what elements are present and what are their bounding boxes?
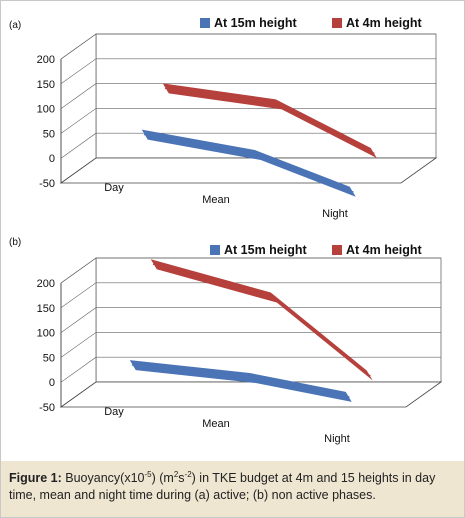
data-point-0-1-1 bbox=[277, 103, 280, 106]
gridline-0-3 bbox=[60, 108, 436, 134]
y-tick-label-0-0: 200 bbox=[37, 54, 55, 66]
legend-swatch-0-1 bbox=[332, 18, 342, 28]
y-tick-label-0-5: -50 bbox=[39, 178, 55, 190]
data-point-0-0-0 bbox=[143, 133, 146, 136]
y-tick-label-1-3: 50 bbox=[43, 352, 55, 364]
caption-sup-1: -5 bbox=[144, 470, 152, 479]
x-tick-label-0-0: Day bbox=[104, 182, 124, 194]
data-point-1-1-2 bbox=[368, 374, 371, 377]
gridline-1-0 bbox=[60, 257, 441, 284]
legend-label-0-0: At 15m height bbox=[214, 16, 297, 30]
x-tick-label-0-2: Night bbox=[322, 208, 348, 220]
y-tick-label-1-1: 150 bbox=[37, 303, 55, 315]
caption-label: Figure 1: bbox=[9, 471, 62, 486]
y-tick-label-1-2: 100 bbox=[37, 328, 55, 340]
data-point-0-0-2 bbox=[351, 190, 354, 193]
legend-label-1-0: At 15m height bbox=[224, 243, 307, 257]
gridline-1-4 bbox=[60, 356, 441, 383]
side-wall-0 bbox=[60, 33, 97, 184]
series-ribbon-0-1 bbox=[162, 83, 377, 158]
panel-label-1: (b) bbox=[9, 237, 21, 248]
legend-swatch-0-0 bbox=[200, 18, 210, 28]
y-tick-label-1-4: 0 bbox=[49, 377, 55, 389]
legend-label-1-1: At 4m height bbox=[346, 243, 423, 257]
data-point-0-1-0 bbox=[164, 87, 167, 90]
side-wall-1 bbox=[60, 257, 97, 408]
chart-panel-b: (b) 200 150 100 50 0 -50 Day Mean Night At 15m hei… bbox=[9, 237, 443, 445]
gridline-1-3 bbox=[60, 332, 441, 358]
gridline-0-1 bbox=[60, 58, 436, 85]
caption-text-1: Buoyancy(x10 bbox=[61, 471, 145, 486]
floor-1 bbox=[59, 381, 443, 408]
legend-swatch-1-1 bbox=[332, 245, 342, 255]
back-wall-0 bbox=[95, 33, 437, 159]
y-tick-label-0-3: 50 bbox=[43, 128, 55, 140]
floor-0 bbox=[59, 157, 438, 184]
y-tick-label-0-4: 0 bbox=[49, 153, 55, 165]
x-tick-label-0-1: Mean bbox=[202, 194, 230, 206]
caption-text-4: ) in TKE budget at 4m and 15 heights in … bbox=[9, 471, 436, 503]
y-tick-label-0-1: 150 bbox=[37, 79, 55, 91]
caption-sup-3: -2 bbox=[184, 470, 192, 479]
data-point-0-1-2 bbox=[372, 152, 375, 154]
figure-caption: Figure 1: Buoyancy(x10-5) (m2s-2) in TKE… bbox=[1, 461, 464, 517]
x-tick-label-1-1: Mean bbox=[202, 418, 230, 430]
legend-swatch-1-0 bbox=[210, 245, 220, 255]
gridline-0-4 bbox=[60, 132, 436, 159]
series-ribbon-1-1 bbox=[150, 259, 373, 381]
y-tick-label-1-5: -50 bbox=[39, 402, 55, 414]
series-ribbon-0-0 bbox=[141, 129, 356, 197]
gridline-1-2 bbox=[60, 307, 441, 333]
data-point-1-1-1 bbox=[272, 296, 275, 299]
y-tick-label-1-0: 200 bbox=[37, 278, 55, 290]
panel-label-0: (a) bbox=[9, 20, 21, 31]
data-point-0-0-1 bbox=[256, 154, 259, 156]
gridline-0-2 bbox=[60, 83, 436, 109]
gridline-1-1 bbox=[60, 282, 441, 309]
x-tick-label-1-2: Night bbox=[324, 433, 350, 445]
caption-sup-2: 2 bbox=[173, 470, 179, 479]
legend-label-0-1: At 4m height bbox=[346, 16, 423, 30]
data-point-1-0-2 bbox=[347, 396, 350, 398]
data-point-1-1-0 bbox=[152, 263, 155, 266]
series-ribbon-1-0 bbox=[129, 360, 352, 402]
y-tick-label-0-2: 100 bbox=[37, 104, 55, 116]
data-point-1-0-0 bbox=[131, 364, 134, 366]
caption-text-2: ) (m bbox=[151, 471, 174, 486]
x-tick-label-1-0: Day bbox=[104, 406, 124, 418]
gridline-0-0 bbox=[60, 33, 436, 60]
caption-text-3: s bbox=[178, 471, 185, 486]
chart-panel-a: (a) 200 150 100 50 0 -50 Day Mean Night At 15m hei… bbox=[9, 16, 438, 220]
data-point-1-0-1 bbox=[251, 377, 254, 379]
